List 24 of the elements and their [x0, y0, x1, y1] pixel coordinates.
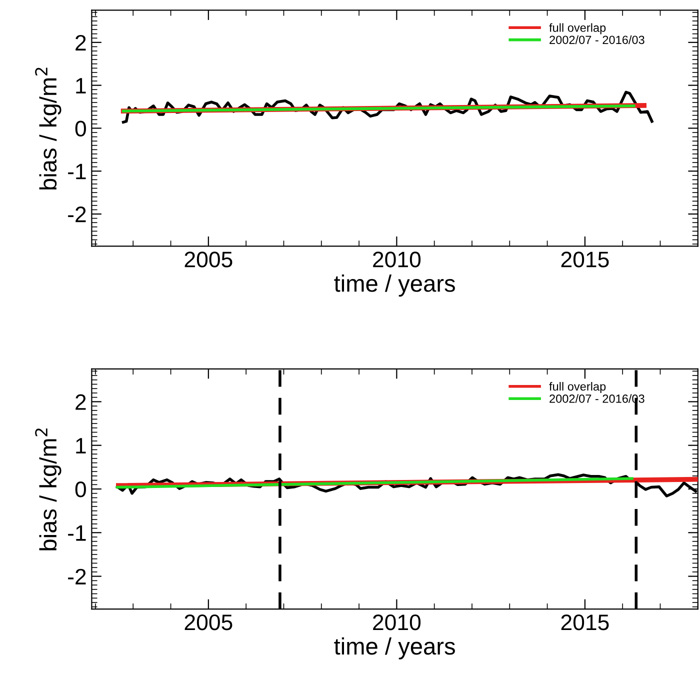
- x-tick-label: 2005: [184, 252, 232, 268]
- y-tick-label: -1: [68, 525, 86, 541]
- x-tick-label: 2010: [373, 614, 421, 630]
- y-tick-label: 1: [76, 438, 86, 454]
- x-tick-label: 2005: [184, 614, 232, 630]
- legend-label: 2002/07 - 2016/03: [550, 394, 644, 403]
- y-tick-label: 0: [75, 482, 86, 498]
- y-tick-label: 2: [76, 34, 86, 50]
- legend-label: full overlap: [549, 382, 606, 393]
- y-axis-title: bias / kg/m$^{2}$: [35, 428, 62, 550]
- x-tick-label: 2015: [561, 614, 609, 630]
- x-axis-title: time / years: [334, 274, 455, 297]
- legend-label: 2002/07 - 2016/03: [550, 35, 644, 44]
- y-tick-label: 0: [75, 120, 86, 136]
- x-tick-label: 2015: [561, 252, 609, 268]
- y-tick-label: -1: [68, 164, 86, 180]
- x-tick-label: 2010: [373, 252, 421, 268]
- y-tick-label: -2: [68, 206, 86, 222]
- y-tick-label: -2: [68, 568, 86, 584]
- legend-label: full overlap: [549, 23, 606, 34]
- x-axis-title: time / years: [334, 637, 455, 660]
- y-tick-label: 2: [76, 394, 86, 410]
- y-tick-label: 1: [76, 78, 86, 94]
- y-axis-title: bias / kg/m$^{2}$: [35, 68, 62, 190]
